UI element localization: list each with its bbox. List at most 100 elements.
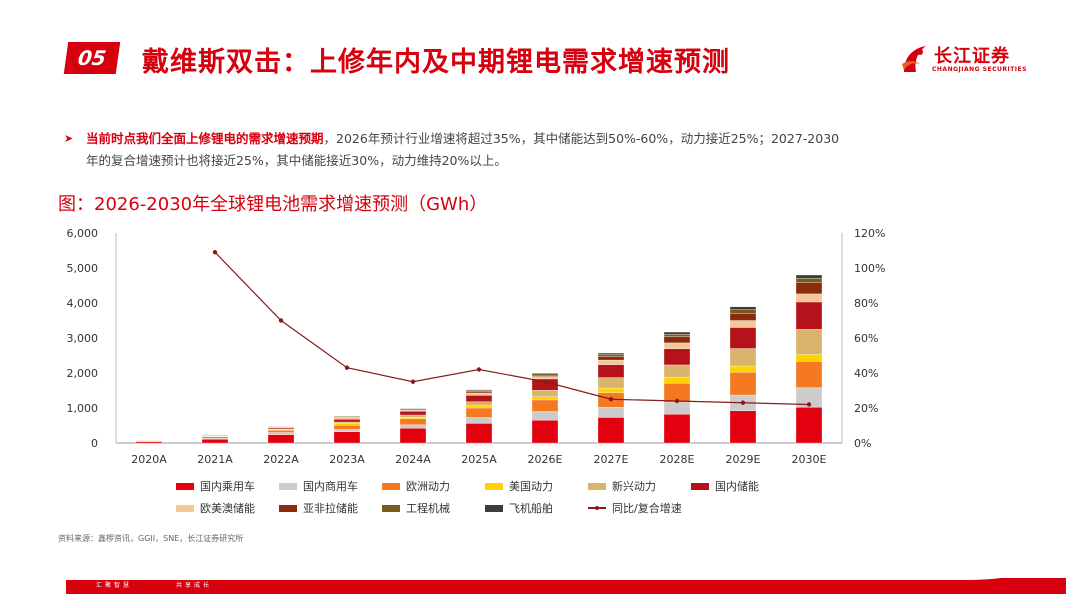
bar-segment — [729, 309, 757, 314]
bar-segment — [597, 356, 625, 361]
legend-label: 亚非拉储能 — [303, 502, 358, 515]
legend-swatch — [485, 482, 503, 490]
y2-tick-label: 60% — [854, 332, 878, 345]
bullet-line-1-rest: ，2026年预计行业增速将超过35%，其中储能达到50%-60%，动力接近25%… — [323, 131, 840, 146]
bar-segment — [597, 364, 625, 378]
legend-swatch — [279, 482, 297, 490]
bar-segment — [795, 277, 823, 283]
legend-item: 新兴动力 — [588, 478, 656, 494]
bar-segment — [597, 417, 625, 444]
bullet-arrow-icon: ➤ — [64, 132, 74, 145]
bar-segment — [399, 409, 427, 412]
legend-swatch — [485, 504, 503, 512]
bar-segment — [399, 424, 427, 429]
bar-segment — [267, 427, 295, 430]
bar-segment — [531, 373, 559, 376]
summary-bullet: ➤ 当前时点我们全面上修锂电的需求增速预期，2026年预计行业增速将超过35%，… — [64, 128, 964, 172]
bar-segment — [399, 418, 427, 425]
x-tick-label: 2025A — [461, 453, 497, 466]
bar-segment — [663, 377, 691, 384]
bar-segment — [795, 354, 823, 362]
bar-segment — [267, 432, 295, 435]
source-note: 资料来源：鑫椤资讯，GGII，SNE，长江证券研究所 — [58, 534, 244, 543]
growth-point — [344, 365, 350, 370]
bar-segment — [597, 407, 625, 418]
bar-segment — [729, 410, 757, 444]
legend-swatch — [588, 482, 606, 490]
bar-segment — [795, 361, 823, 388]
y-tick-label: 0 — [91, 437, 98, 450]
bar-segment — [465, 389, 493, 391]
x-tick-label: 2021A — [197, 453, 233, 466]
legend-label: 飞机船舶 — [509, 502, 553, 515]
bar-segment — [597, 354, 625, 357]
bar-segment — [135, 441, 163, 444]
bar-segment — [597, 387, 625, 393]
footer-slogan-left: 汇聚智慧 — [96, 582, 133, 589]
logo-subtext: CHANGJIANG SECURITIES — [932, 66, 1027, 73]
y-tick-label: 5,000 — [67, 262, 99, 275]
y2-tick-label: 80% — [854, 297, 878, 310]
x-tick-label: 2022A — [263, 453, 299, 466]
bar-segment — [465, 407, 493, 418]
bar-segment — [795, 274, 823, 279]
bar-segment — [531, 374, 559, 377]
footer-band — [66, 578, 1066, 594]
bar-segment — [729, 313, 757, 321]
bar-segment — [333, 417, 361, 420]
bar-segment — [531, 411, 559, 421]
bar-segment — [333, 423, 361, 426]
legend-label: 同比/复合增速 — [612, 502, 682, 515]
bar-segment — [531, 420, 559, 444]
y-tick-label: 3,000 — [67, 332, 99, 345]
bar-segment — [795, 293, 823, 303]
bar-segment — [399, 410, 427, 416]
growth-point — [410, 379, 416, 384]
bar-segment — [267, 434, 295, 444]
bar-segment — [531, 372, 559, 374]
y-tick-label: 6,000 — [67, 227, 99, 240]
bar-segment — [465, 401, 493, 406]
bar-segment — [663, 348, 691, 366]
legend-label: 工程机械 — [406, 502, 450, 515]
legend-item: 工程机械 — [382, 500, 450, 516]
legend-swatch — [176, 504, 194, 512]
company-logo: 长江证券 CHANGJIANG SECURITIES — [900, 42, 1030, 78]
legend-item: 国内商用车 — [279, 478, 358, 494]
growth-point — [542, 379, 548, 384]
bar-segment — [729, 372, 757, 396]
bar-segment — [399, 414, 427, 418]
bar-segment — [399, 428, 427, 444]
page-title: 戴维斯双击：上修年内及中期锂电需求增速预测 — [142, 47, 730, 78]
legend-label: 国内商用车 — [303, 480, 358, 493]
bar-segment — [795, 407, 823, 444]
bar-segment — [333, 431, 361, 444]
legend-item: 飞机船舶 — [485, 500, 553, 516]
bar-segment — [663, 342, 691, 349]
bar-segment — [795, 329, 823, 355]
x-tick-label: 2029E — [726, 453, 761, 466]
bar-segment — [333, 424, 361, 430]
bar-segment — [531, 396, 559, 401]
bar-segment — [333, 429, 361, 432]
growth-point — [674, 398, 680, 404]
bar-segment — [729, 306, 757, 310]
legend-item: 国内储能 — [691, 478, 759, 494]
bar-segment — [201, 438, 229, 444]
legend-swatch — [588, 506, 606, 510]
legend-swatch — [382, 482, 400, 490]
x-tick-label: 2030E — [792, 453, 827, 466]
bar-segment — [465, 391, 493, 394]
x-tick-label: 2020A — [131, 453, 167, 466]
legend-label: 欧洲动力 — [406, 480, 450, 493]
y-tick-label: 4,000 — [67, 297, 99, 310]
x-tick-label: 2024A — [395, 453, 431, 466]
bar-segment — [465, 417, 493, 424]
bar-segment — [267, 430, 295, 433]
bar-segment — [201, 436, 229, 439]
bar-segment — [663, 331, 691, 335]
legend-item: 美国动力 — [485, 478, 553, 494]
y-tick-label: 1,000 — [67, 402, 99, 415]
bar-segment — [663, 364, 691, 378]
